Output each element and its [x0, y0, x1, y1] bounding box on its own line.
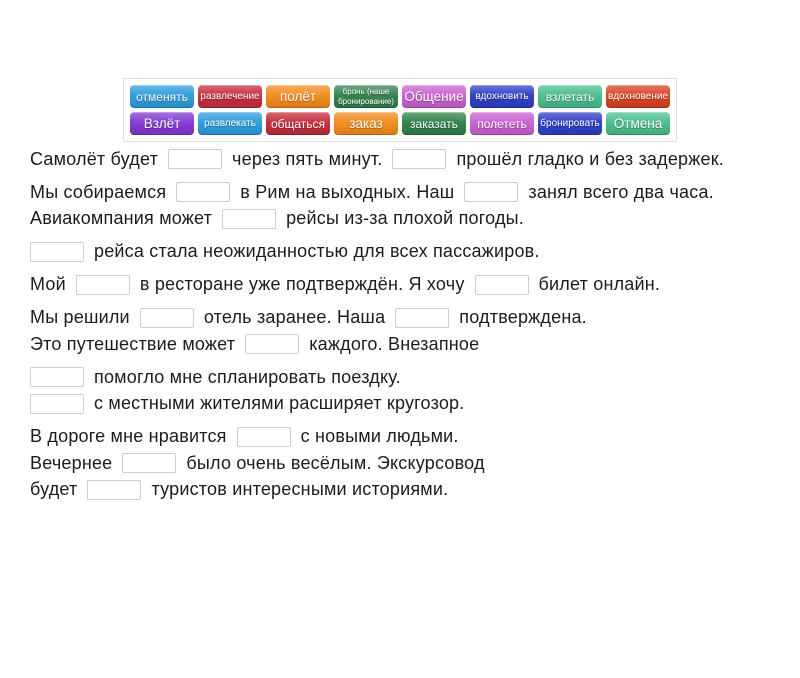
word-chip[interactable]: Отмена: [606, 112, 670, 135]
word-chip[interactable]: заказ: [334, 112, 398, 135]
answer-blank[interactable]: [87, 479, 142, 500]
sentence-text: Мы собираемся: [30, 181, 167, 202]
answer-blank[interactable]: [30, 241, 84, 262]
sentence-text: каждого. Внезапное: [309, 333, 480, 354]
sentence-line: Мы собираемся в Рим на выходных. Наш занял…: [30, 179, 800, 206]
word-chip[interactable]: полететь: [470, 112, 534, 135]
sentence-text: с новыми людьми.: [300, 426, 459, 447]
sentence-text: будет: [30, 479, 78, 500]
sentence-text: с местными жителями расширяет кругозор.: [94, 393, 465, 414]
word-bank-row: Взлёт развлекать общаться заказ заказать поле…: [130, 112, 670, 135]
sentence-line: Вечернее было очень весёлым. Экскурсовод: [30, 450, 800, 477]
word-chip[interactable]: развлекать: [198, 112, 262, 135]
cloze-paragraph: Мы решили отель заранее. Наша подтверждена…: [30, 305, 800, 358]
sentence-text: через пять минут.: [232, 148, 383, 169]
sentence-text: занял всего два часа.: [528, 181, 714, 202]
sentence-text: прошёл гладко и без задержек.: [456, 148, 725, 169]
word-chip[interactable]: Взлёт: [130, 112, 194, 135]
word-chip[interactable]: отменять: [130, 85, 194, 108]
sentence-line: помогло мне спланировать поездку.: [30, 364, 800, 391]
sentence-line: Мы решили отель заранее. Наша подтверждена…: [30, 305, 800, 332]
word-chip[interactable]: бронь (наше бронирование): [334, 85, 398, 108]
word-chip[interactable]: бронировать: [538, 112, 602, 135]
answer-blank[interactable]: [464, 182, 519, 203]
sentence-text: В дороге мне нравится: [30, 426, 227, 447]
sentence-text: в ресторане уже подтверждён. Я хочу: [139, 274, 465, 295]
sentence-text: Мы решили: [30, 307, 130, 328]
answer-blank[interactable]: [75, 274, 130, 295]
sentence-text: помогло мне спланировать поездку.: [94, 366, 401, 387]
sentence-text: было очень весёлым. Экскурсовод: [186, 452, 485, 473]
sentence-text: туристов интересными историями.: [151, 479, 449, 500]
cloze-paragraph: Мой в ресторане уже подтверждён. Я хочу би…: [30, 272, 800, 299]
cloze-paragraph: Мы собираемся в Рим на выходных. Наш занял…: [30, 179, 800, 232]
sentence-text: Мой: [30, 274, 66, 295]
sentence-text: Вечернее: [30, 452, 113, 473]
sentence-text: Это путешествие может: [30, 333, 236, 354]
sentence-area: Самолёт будет через пять минут. прошёл гла…: [30, 146, 800, 503]
sentence-line: будет туристов интересными историями.: [30, 477, 800, 504]
sentence-text: отель заранее. Наша: [203, 307, 386, 328]
sentence-line: В дороге мне нравится с новыми людьми.: [30, 424, 800, 451]
sentence-text: Самолёт будет: [30, 148, 159, 169]
word-chip[interactable]: Общение: [402, 85, 466, 108]
sentence-line: Это путешествие может каждого. Внезапное: [30, 331, 800, 358]
word-chip[interactable]: полёт: [266, 85, 330, 108]
sentence-text: Авиакомпания может: [30, 208, 213, 229]
sentence-text: рейсы из-за плохой погоды.: [286, 208, 524, 229]
sentence-text: в Рим на выходных. Наш: [240, 181, 455, 202]
answer-blank[interactable]: [392, 149, 447, 170]
word-chip[interactable]: вдохновение: [606, 85, 670, 108]
cloze-paragraph: помогло мне спланировать поездку. с местн…: [30, 364, 800, 417]
answer-blank[interactable]: [474, 274, 529, 295]
word-chip[interactable]: развлечение: [198, 85, 262, 108]
cloze-paragraph: Самолёт будет через пять минут. прошёл гла…: [30, 146, 800, 173]
answer-blank[interactable]: [30, 393, 84, 414]
answer-blank[interactable]: [30, 367, 84, 388]
sentence-text: подтверждена.: [459, 307, 587, 328]
word-chip[interactable]: взлетать: [538, 85, 602, 108]
answer-blank[interactable]: [236, 426, 291, 447]
word-bank: отменять развлечение полёт бронь (наше брон…: [123, 78, 677, 142]
word-chip[interactable]: вдохновить: [470, 85, 534, 108]
answer-blank[interactable]: [245, 334, 300, 355]
answer-blank[interactable]: [168, 149, 223, 170]
word-chip[interactable]: общаться: [266, 112, 330, 135]
sentence-line: рейса стала неожиданностью для всех пасс…: [30, 239, 800, 266]
word-chip[interactable]: заказать: [402, 112, 466, 135]
sentence-text: рейса стала неожиданностью для всех пасс…: [94, 241, 540, 262]
answer-blank[interactable]: [222, 208, 277, 229]
sentence-line: Самолёт будет через пять минут. прошёл гла…: [30, 146, 800, 173]
sentence-text: билет онлайн.: [538, 274, 661, 295]
sentence-line: Авиакомпания может рейсы из-за плохой пог…: [30, 206, 800, 233]
cloze-paragraph: В дороге мне нравится с новыми людьми. Веч…: [30, 424, 800, 504]
word-bank-row: отменять развлечение полёт бронь (наше брон…: [130, 85, 670, 108]
sentence-line: с местными жителями расширяет кругозор.: [30, 391, 800, 418]
answer-blank[interactable]: [122, 453, 177, 474]
answer-blank[interactable]: [139, 307, 194, 328]
answer-blank[interactable]: [176, 182, 231, 203]
answer-blank[interactable]: [395, 307, 450, 328]
cloze-paragraph: рейса стала неожиданностью для всех пасс…: [30, 239, 800, 266]
sentence-line: Мой в ресторане уже подтверждён. Я хочу би…: [30, 272, 800, 299]
